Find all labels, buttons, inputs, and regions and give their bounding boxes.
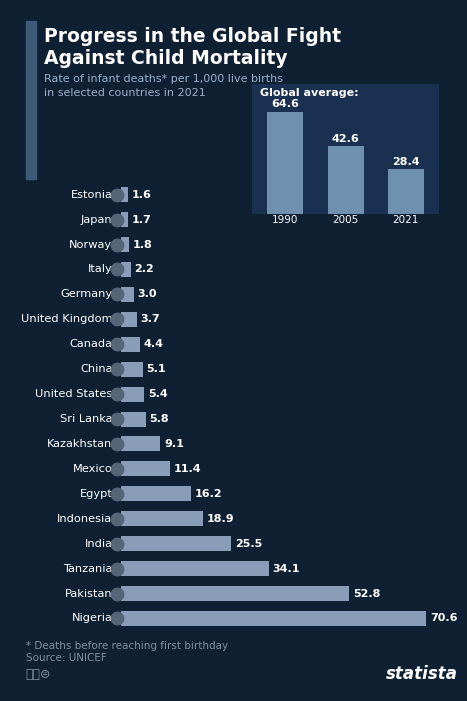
- Text: 16.2: 16.2: [195, 489, 222, 499]
- Bar: [121, 336, 140, 352]
- Bar: [121, 561, 269, 576]
- Text: Mexico: Mexico: [72, 464, 113, 474]
- Text: China: China: [80, 365, 113, 374]
- Text: 1.7: 1.7: [132, 215, 152, 224]
- Text: Ⓒⓘ⊜: Ⓒⓘ⊜: [26, 668, 51, 681]
- Text: 4.4: 4.4: [143, 339, 163, 349]
- Text: Pakistan: Pakistan: [65, 589, 113, 599]
- Text: Germany: Germany: [60, 290, 113, 299]
- Text: 9.1: 9.1: [164, 439, 184, 449]
- Text: Italy: Italy: [88, 264, 113, 275]
- Text: 34.1: 34.1: [272, 564, 299, 573]
- Bar: [121, 411, 146, 426]
- Text: Canada: Canada: [70, 339, 113, 349]
- Bar: [121, 362, 143, 376]
- Text: 11.4: 11.4: [174, 464, 201, 474]
- Text: 1.8: 1.8: [132, 240, 152, 250]
- Text: United Kingdom: United Kingdom: [21, 314, 113, 325]
- Text: Nigeria: Nigeria: [71, 613, 113, 623]
- Text: Progress in the Global Fight: Progress in the Global Fight: [44, 27, 341, 46]
- Text: 5.1: 5.1: [147, 365, 166, 374]
- Text: Tanzania: Tanzania: [63, 564, 113, 573]
- Text: 70.6: 70.6: [430, 613, 457, 623]
- Text: Estonia: Estonia: [71, 190, 113, 200]
- Text: United States: United States: [35, 389, 113, 399]
- Bar: [121, 237, 129, 252]
- Text: 3.7: 3.7: [141, 314, 160, 325]
- Bar: [121, 486, 191, 501]
- Bar: [121, 511, 203, 526]
- Text: 5.4: 5.4: [148, 389, 168, 399]
- Bar: [121, 287, 134, 302]
- Bar: [121, 461, 170, 477]
- Bar: [121, 387, 144, 402]
- Text: 3.0: 3.0: [137, 290, 157, 299]
- Text: Indonesia: Indonesia: [57, 514, 113, 524]
- Text: Global average:: Global average:: [260, 88, 358, 98]
- Polygon shape: [432, 670, 452, 688]
- Text: Source: UNICEF: Source: UNICEF: [26, 653, 106, 663]
- Bar: [388, 169, 424, 214]
- Bar: [121, 437, 161, 451]
- Text: 25.5: 25.5: [235, 538, 262, 549]
- Text: 18.9: 18.9: [206, 514, 234, 524]
- Bar: [121, 611, 426, 626]
- Bar: [121, 262, 131, 277]
- Text: statista: statista: [386, 665, 458, 683]
- Text: Egypt: Egypt: [79, 489, 113, 499]
- Text: India: India: [85, 538, 113, 549]
- Bar: [121, 536, 231, 551]
- Text: Kazakhstan: Kazakhstan: [47, 439, 113, 449]
- Text: * Deaths before reaching first birthday: * Deaths before reaching first birthday: [26, 641, 228, 651]
- Bar: [121, 586, 349, 601]
- Text: Rate of infant deaths* per 1,000 live births
in selected countries in 2021: Rate of infant deaths* per 1,000 live bi…: [44, 74, 283, 97]
- Text: 5.8: 5.8: [149, 414, 169, 424]
- Bar: [121, 312, 137, 327]
- Text: 52.8: 52.8: [353, 589, 380, 599]
- Text: 1.6: 1.6: [131, 190, 151, 200]
- Text: 2.2: 2.2: [134, 264, 154, 275]
- Bar: [267, 111, 304, 214]
- Text: Norway: Norway: [69, 240, 113, 250]
- Text: 28.4: 28.4: [392, 156, 420, 167]
- Text: Sri Lanka: Sri Lanka: [60, 414, 113, 424]
- Text: Japan: Japan: [81, 215, 113, 224]
- Text: Against Child Mortality: Against Child Mortality: [44, 49, 288, 68]
- Text: 64.6: 64.6: [271, 100, 299, 109]
- Bar: [327, 147, 364, 214]
- Bar: [121, 187, 128, 202]
- Bar: [121, 212, 128, 227]
- Text: 42.6: 42.6: [332, 134, 360, 144]
